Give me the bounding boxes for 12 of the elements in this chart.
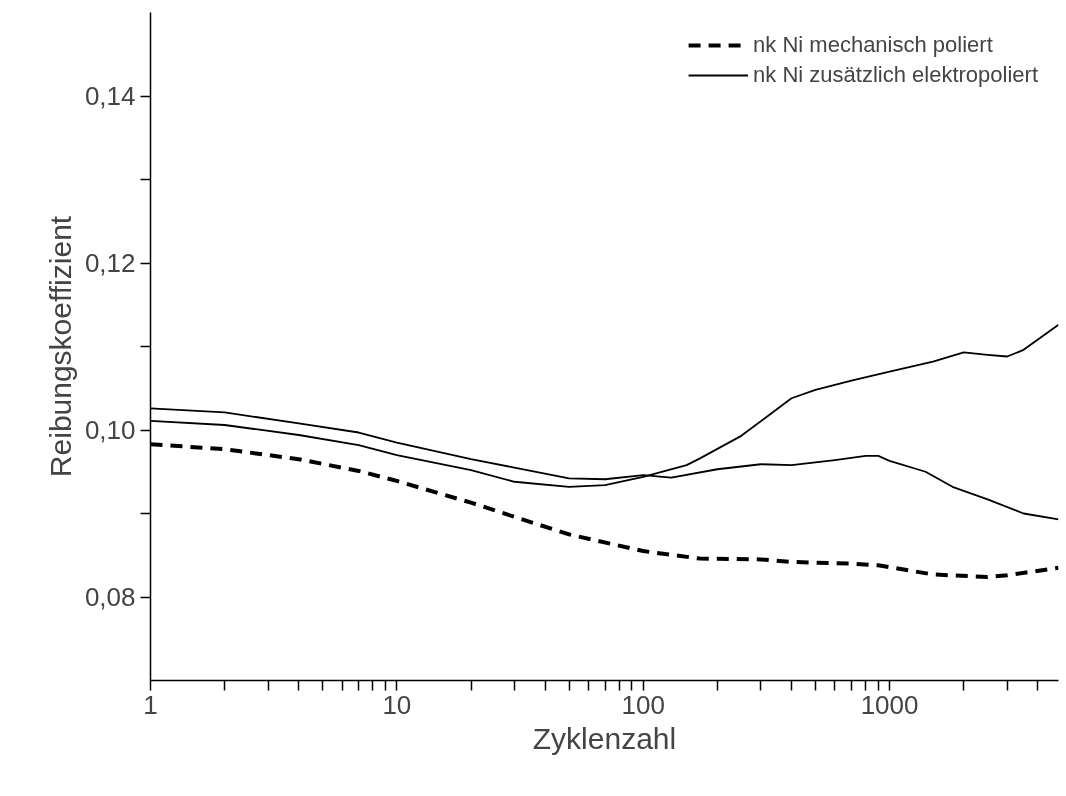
- x-tick-label: 10: [382, 689, 412, 720]
- legend-label: nk Ni mechanisch poliert: [753, 32, 993, 58]
- x-tick-label: 100: [621, 689, 665, 720]
- x-tick-label: 1: [143, 689, 158, 720]
- y-tick-label: 0,08: [84, 582, 136, 612]
- y-tick-label: 0,14: [84, 81, 136, 111]
- y-tick-label: 0,10: [84, 415, 136, 445]
- y-axis-title: Reibungskoeffizient: [43, 215, 77, 478]
- x-axis-title: Zyklenzahl: [532, 721, 677, 755]
- y-tick-label: 0,12: [84, 248, 136, 278]
- legend-label: nk Ni zusätzlich elektropoliert: [753, 62, 1038, 88]
- x-tick-label: 1000: [860, 689, 919, 720]
